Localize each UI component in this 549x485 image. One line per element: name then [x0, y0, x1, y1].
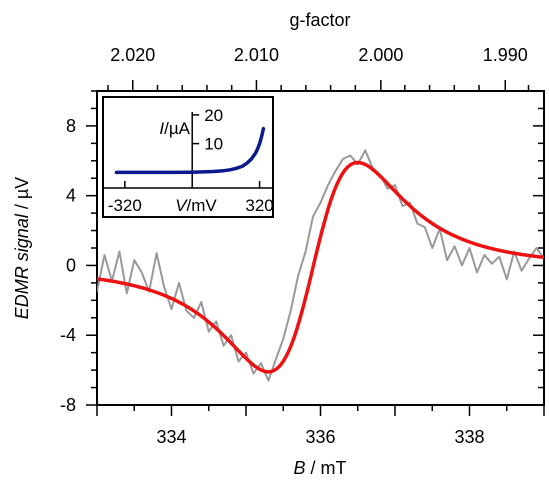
y-axis-unit: / µV [12, 177, 32, 214]
inset-iv-curve [114, 126, 266, 175]
top-axis-title: g-factor [289, 10, 350, 30]
main-tick-labels: 334 336 338 -8 -4 0 4 8 2.020 2.010 2.000 1.990 [60, 45, 528, 447]
inset-chart: 10 20 -320 320 I/µA V/mV [102, 96, 274, 218]
y-axis-title: EDMR signal / µV [12, 177, 32, 319]
inset-y-title: I/µA [159, 119, 190, 138]
y-tick-label: -8 [60, 395, 76, 415]
inset-x-unit: /mV [187, 196, 218, 215]
inset-axis-ticks [103, 112, 273, 189]
main-series-group [97, 149, 544, 382]
inset-y-variable: I [159, 119, 164, 138]
y-tick-label: -4 [60, 325, 76, 345]
inset-y-unit: /µA [164, 119, 191, 138]
inset-y-tick-label: 20 [204, 106, 223, 125]
top-tick-label: 2.010 [234, 45, 279, 65]
inset-y-tick-label: 10 [204, 135, 223, 154]
inset-tick-labels: 10 20 -320 320 [108, 106, 274, 215]
inset-x-tick-label: -320 [108, 196, 142, 215]
y-tick-label: 8 [66, 116, 76, 136]
top-tick-label: 2.020 [110, 45, 155, 65]
inset-x-title: V/mV [175, 196, 217, 215]
top-tick-label: 1.990 [483, 45, 528, 65]
inset-x-variable: V [175, 196, 188, 215]
x-axis-title: B / mT [293, 458, 346, 478]
top-tick-label: 2.000 [358, 45, 403, 65]
inset-series-group [114, 126, 266, 175]
x-tick-label: 336 [305, 427, 335, 447]
inset-frame [102, 96, 274, 218]
inset-x-tick-label: 320 [245, 196, 273, 215]
series-measured [97, 149, 544, 382]
x-tick-label: 334 [156, 427, 186, 447]
y-axis-variable: EDMR signal [12, 213, 32, 319]
y-tick-label: 0 [66, 255, 76, 275]
main-axis-ticks [86, 80, 545, 416]
x-axis-unit: / mT [306, 458, 347, 478]
series-fit [97, 160, 544, 374]
x-tick-label: 338 [454, 427, 484, 447]
x-axis-variable: B [293, 458, 305, 478]
y-tick-label: 4 [66, 186, 76, 206]
